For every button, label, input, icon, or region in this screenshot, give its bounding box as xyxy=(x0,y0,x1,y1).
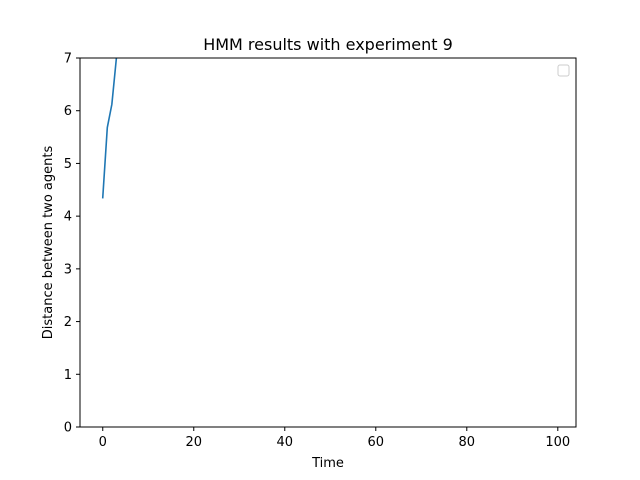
y-tick-label: 4 xyxy=(64,210,72,225)
y-tick-label: 1 xyxy=(64,368,72,383)
series-layer xyxy=(101,58,118,199)
chart-title: HMM results with experiment 9 xyxy=(203,35,453,54)
y-axis-label: Distance between two agents xyxy=(41,146,56,340)
plot-frame xyxy=(79,57,577,428)
y-tick-label: 6 xyxy=(64,104,72,119)
x-tick-label: 60 xyxy=(368,435,385,450)
y-tick-label: 7 xyxy=(64,52,72,67)
y-tick-label: 0 xyxy=(64,421,72,436)
y-tick-label: 3 xyxy=(64,262,72,277)
x-tick-label: 100 xyxy=(545,435,570,450)
x-axis-label: Time xyxy=(311,456,344,471)
series-line xyxy=(101,58,118,199)
legend-box xyxy=(557,64,570,77)
x-tick-label: 20 xyxy=(185,435,202,450)
x-axis-ticks: 0 20 40 60 80 100 xyxy=(99,427,570,450)
y-tick-label: 5 xyxy=(64,157,72,172)
y-tick-label: 2 xyxy=(64,315,72,330)
x-tick-label: 0 xyxy=(99,435,107,450)
x-tick-label: 80 xyxy=(459,435,476,450)
y-axis-ticks: 0 1 2 3 4 5 6 7 xyxy=(64,52,80,436)
x-tick-label: 40 xyxy=(276,435,293,450)
